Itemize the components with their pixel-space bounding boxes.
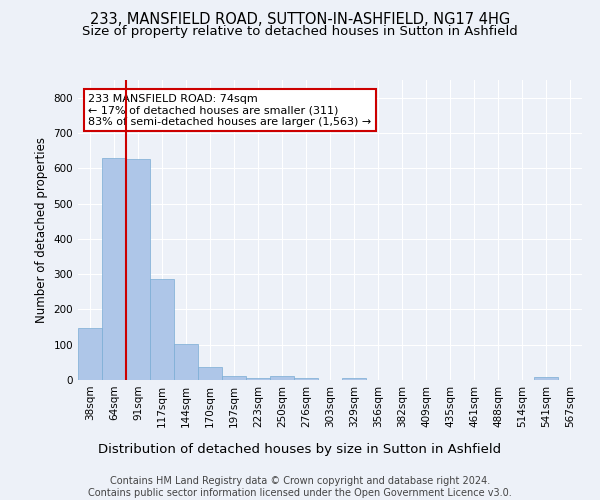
Bar <box>294 378 318 380</box>
Bar <box>198 366 222 380</box>
Text: Size of property relative to detached houses in Sutton in Ashfield: Size of property relative to detached ho… <box>82 25 518 38</box>
Bar <box>174 344 198 380</box>
Bar <box>222 376 246 380</box>
Bar <box>534 377 558 380</box>
Text: 233 MANSFIELD ROAD: 74sqm
← 17% of detached houses are smaller (311)
83% of semi: 233 MANSFIELD ROAD: 74sqm ← 17% of detac… <box>88 94 371 126</box>
Bar <box>78 328 102 380</box>
Bar <box>126 160 150 380</box>
Text: Distribution of detached houses by size in Sutton in Ashfield: Distribution of detached houses by size … <box>98 442 502 456</box>
Bar <box>150 278 174 380</box>
Text: 233, MANSFIELD ROAD, SUTTON-IN-ASHFIELD, NG17 4HG: 233, MANSFIELD ROAD, SUTTON-IN-ASHFIELD,… <box>90 12 510 28</box>
Bar <box>102 158 126 380</box>
Bar <box>270 376 294 380</box>
Bar <box>342 378 366 380</box>
Bar <box>246 378 270 380</box>
Text: Contains HM Land Registry data © Crown copyright and database right 2024.
Contai: Contains HM Land Registry data © Crown c… <box>88 476 512 498</box>
Y-axis label: Number of detached properties: Number of detached properties <box>35 137 48 323</box>
